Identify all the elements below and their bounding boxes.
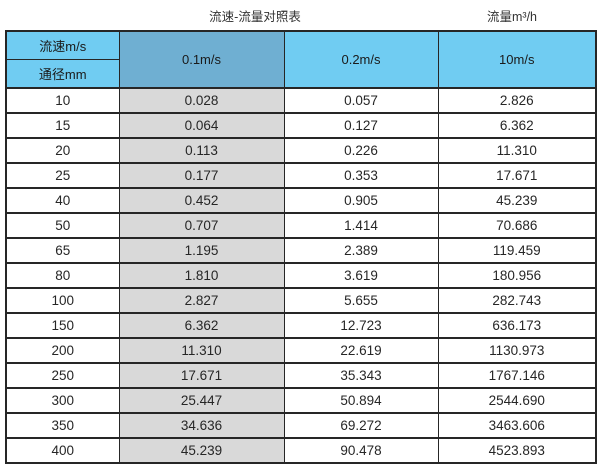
flow-value-cell: 0.226 [283,137,439,164]
table-row: 200 11.310 22.619 1130.973 [5,337,597,364]
flow-value-cell: 25.447 [118,387,285,414]
flow-value-cell: 282.743 [437,287,597,314]
flow-value-cell: 2.389 [283,237,439,264]
flow-value-cell: 636.173 [437,312,597,339]
flow-value-cell: 35.343 [283,362,439,389]
flow-unit-label: 流量m³/h [487,10,538,24]
flow-value-cell: 0.353 [283,162,439,189]
diameter-cell: 300 [5,387,120,414]
corner-cell-diameter: 通径mm [5,59,120,89]
table-row: 40 0.452 0.905 45.239 [5,187,597,214]
table-row: 250 17.671 35.343 1767.146 [5,362,597,389]
corner-cell-velocity: 流速m/s [5,30,120,60]
flow-value-cell: 1.195 [118,237,285,264]
flow-value-cell: 6.362 [118,312,285,339]
flow-value-cell: 0.177 [118,162,285,189]
table-row: 65 1.195 2.389 119.459 [5,237,597,264]
flow-value-cell: 180.956 [437,262,597,289]
flow-value-cell: 1767.146 [437,362,597,389]
table-row: 350 34.636 69.272 3463.606 [5,412,597,439]
diameter-cell: 20 [5,137,120,164]
column-header-0-2ms: 0.2m/s [283,30,439,89]
flow-value-cell: 0.113 [118,137,285,164]
table-row: 300 25.447 50.894 2544.690 [5,387,597,414]
table-row: 20 0.113 0.226 11.310 [5,137,597,164]
diameter-cell: 80 [5,262,120,289]
table-row: 400 45.239 90.478 4523.893 [5,437,597,464]
flow-value-cell: 5.655 [283,287,439,314]
flow-value-cell: 2544.690 [437,387,597,414]
diameter-cell: 15 [5,112,120,139]
table-title: 流速-流量对照表 [209,10,301,24]
diameter-cell: 350 [5,412,120,439]
flow-rate-table: 流速m/s 0.1m/s 0.2m/s 10m/s 通径mm 10 0.028 0.… [5,30,597,464]
flow-value-cell: 2.827 [118,287,285,314]
table-row: 25 0.177 0.353 17.671 [5,162,597,189]
flow-value-cell: 90.478 [283,437,439,464]
diameter-cell: 50 [5,212,120,239]
flow-value-cell: 3463.606 [437,412,597,439]
flow-value-cell: 34.636 [118,412,285,439]
title-bar: 流速-流量对照表 流量m³/h [0,0,600,30]
flow-value-cell: 69.272 [283,412,439,439]
flow-value-cell: 0.057 [283,87,439,114]
diameter-cell: 40 [5,187,120,214]
flow-value-cell: 17.671 [118,362,285,389]
flow-value-cell: 0.028 [118,87,285,114]
table-row: 100 2.827 5.655 282.743 [5,287,597,314]
column-header-10ms: 10m/s [437,30,597,89]
diameter-cell: 100 [5,287,120,314]
flow-table-body: 10 0.028 0.057 2.826 15 0.064 0.127 6.362 20 0.11… [5,87,597,464]
flow-value-cell: 17.671 [437,162,597,189]
diameter-cell: 65 [5,237,120,264]
diameter-cell: 10 [5,87,120,114]
flow-value-cell: 0.064 [118,112,285,139]
table-header: 流速m/s 0.1m/s 0.2m/s 10m/s 通径mm [5,30,597,89]
table-row: 15 0.064 0.127 6.362 [5,112,597,139]
flow-value-cell: 1.414 [283,212,439,239]
table-row: 150 6.362 12.723 636.173 [5,312,597,339]
flow-value-cell: 3.619 [283,262,439,289]
flow-value-cell: 1.810 [118,262,285,289]
flow-value-cell: 12.723 [283,312,439,339]
flow-value-cell: 70.686 [437,212,597,239]
flow-value-cell: 0.905 [283,187,439,214]
flow-value-cell: 22.619 [283,337,439,364]
flow-value-cell: 6.362 [437,112,597,139]
diameter-cell: 200 [5,337,120,364]
flow-value-cell: 0.707 [118,212,285,239]
table-row: 10 0.028 0.057 2.826 [5,87,597,114]
flow-value-cell: 1130.973 [437,337,597,364]
diameter-cell: 150 [5,312,120,339]
flow-value-cell: 11.310 [118,337,285,364]
column-header-0-1ms: 0.1m/s [118,30,285,89]
diameter-cell: 250 [5,362,120,389]
table-row: 50 0.707 1.414 70.686 [5,212,597,239]
flow-value-cell: 45.239 [437,187,597,214]
table-row: 80 1.810 3.619 180.956 [5,262,597,289]
flow-value-cell: 50.894 [283,387,439,414]
flow-value-cell: 119.459 [437,237,597,264]
flow-value-cell: 2.826 [437,87,597,114]
flow-value-cell: 4523.893 [437,437,597,464]
flow-value-cell: 0.127 [283,112,439,139]
flow-value-cell: 11.310 [437,137,597,164]
diameter-cell: 400 [5,437,120,464]
flow-value-cell: 45.239 [118,437,285,464]
diameter-cell: 25 [5,162,120,189]
flow-value-cell: 0.452 [118,187,285,214]
